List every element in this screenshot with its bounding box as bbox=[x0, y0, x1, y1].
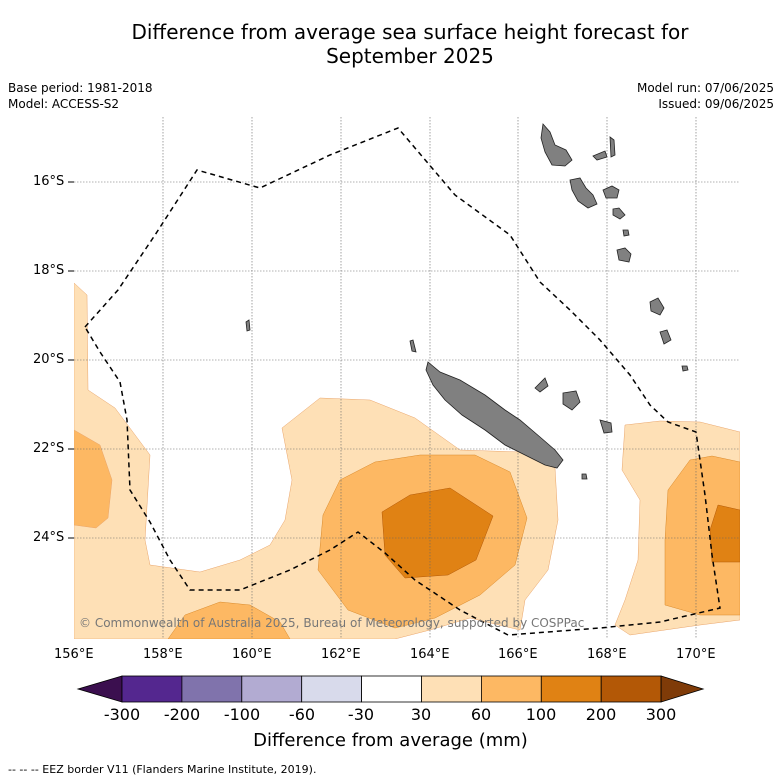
colorbar-tick-300: 300 bbox=[645, 705, 677, 724]
colorbar-title: Difference from average (mm) bbox=[253, 730, 528, 751]
island-east-1 bbox=[649, 297, 665, 316]
colorbar-segment bbox=[241, 675, 303, 703]
map-area bbox=[74, 117, 740, 639]
new-caledonia bbox=[425, 361, 564, 469]
colorbar-tick-neg60: -60 bbox=[288, 705, 316, 724]
loyalty-island-1 bbox=[534, 377, 549, 393]
colorbar-tick-60: 60 bbox=[470, 705, 492, 724]
vanuatu-espiritu-santo bbox=[540, 123, 573, 167]
copyright-notice: © Commonwealth of Australia 2025, Bureau… bbox=[79, 616, 584, 630]
lat-label-24s: 24°S bbox=[33, 530, 65, 545]
loyalty-island-3 bbox=[599, 419, 613, 434]
vanuatu-malekula bbox=[569, 177, 598, 209]
lon-label-168e: 168°E bbox=[587, 647, 627, 662]
loyalty-island-2 bbox=[562, 390, 581, 411]
colorbar-segment bbox=[540, 675, 602, 703]
colorbar-tick-neg30: -30 bbox=[347, 705, 375, 724]
colorbar-segment bbox=[301, 675, 363, 703]
title-line-1: Difference from average sea surface heig… bbox=[131, 20, 689, 44]
lon-label-156e: 156°E bbox=[54, 647, 94, 662]
colorbar-tick-30: 30 bbox=[410, 705, 432, 724]
colorbar-extend-high bbox=[660, 675, 705, 703]
island-small-1 bbox=[581, 473, 588, 480]
lon-label-166e: 166°E bbox=[498, 647, 538, 662]
colorbar-tick-100: 100 bbox=[525, 705, 557, 724]
lat-label-20s: 20°S bbox=[33, 352, 65, 367]
title-line-2: September 2025 bbox=[326, 44, 494, 68]
lat-label-22s: 22°S bbox=[33, 441, 65, 456]
lon-label-158e: 158°E bbox=[143, 647, 183, 662]
colorbar-tick-200: 200 bbox=[585, 705, 617, 724]
land-masses bbox=[245, 123, 689, 480]
issued-date: Issued: 09/06/2025 bbox=[658, 97, 774, 111]
colorbar-tick-neg300: -300 bbox=[103, 705, 141, 724]
island-east-2 bbox=[659, 329, 672, 345]
vanuatu-island-a bbox=[592, 150, 608, 161]
colorbar-segment bbox=[121, 675, 183, 703]
anomaly-100-200-center bbox=[381, 487, 494, 579]
graticule bbox=[74, 117, 740, 639]
lon-label-170e: 170°E bbox=[676, 647, 716, 662]
colorbar-tick-neg100: -100 bbox=[223, 705, 261, 724]
belep-islands bbox=[409, 339, 417, 353]
vanuatu-erromango bbox=[616, 247, 632, 263]
model-name: Model: ACCESS-S2 bbox=[8, 97, 120, 111]
eez-border bbox=[84, 127, 721, 636]
colorbar-segment bbox=[421, 675, 482, 703]
lon-label-160e: 160°E bbox=[232, 647, 272, 662]
colorbar-tick-neg200: -200 bbox=[163, 705, 201, 724]
base-period: Base period: 1981-2018 bbox=[8, 81, 153, 95]
model-run: Model run: 07/06/2025 bbox=[636, 81, 774, 95]
colorbar-segment bbox=[600, 675, 662, 703]
anomaly-60-100-bottom bbox=[167, 601, 291, 639]
lon-label-162e: 162°E bbox=[321, 647, 361, 662]
lon-label-164e: 164°E bbox=[410, 647, 450, 662]
colorbar-segment bbox=[480, 675, 542, 703]
colorbar-extend-low bbox=[76, 675, 123, 703]
colorbar-segments bbox=[76, 675, 705, 703]
anomaly-60-100-left bbox=[74, 429, 113, 529]
vanuatu-efate bbox=[612, 207, 626, 220]
island-east-3 bbox=[681, 365, 689, 372]
island-west-1 bbox=[245, 319, 251, 332]
lat-label-16s: 16°S bbox=[33, 174, 65, 189]
eez-footnote: -- -- -- EEZ border V11 (Flanders Marine… bbox=[8, 763, 317, 776]
vanuatu-island-d bbox=[622, 229, 630, 237]
axis-ticks bbox=[68, 181, 74, 539]
vanuatu-island-c bbox=[602, 185, 620, 199]
vanuatu-island-b bbox=[609, 136, 616, 158]
anomaly-60-100-right bbox=[664, 455, 740, 616]
lat-label-18s: 18°S bbox=[33, 263, 65, 278]
colorbar-segment bbox=[181, 675, 243, 703]
colorbar-segment bbox=[361, 675, 422, 703]
